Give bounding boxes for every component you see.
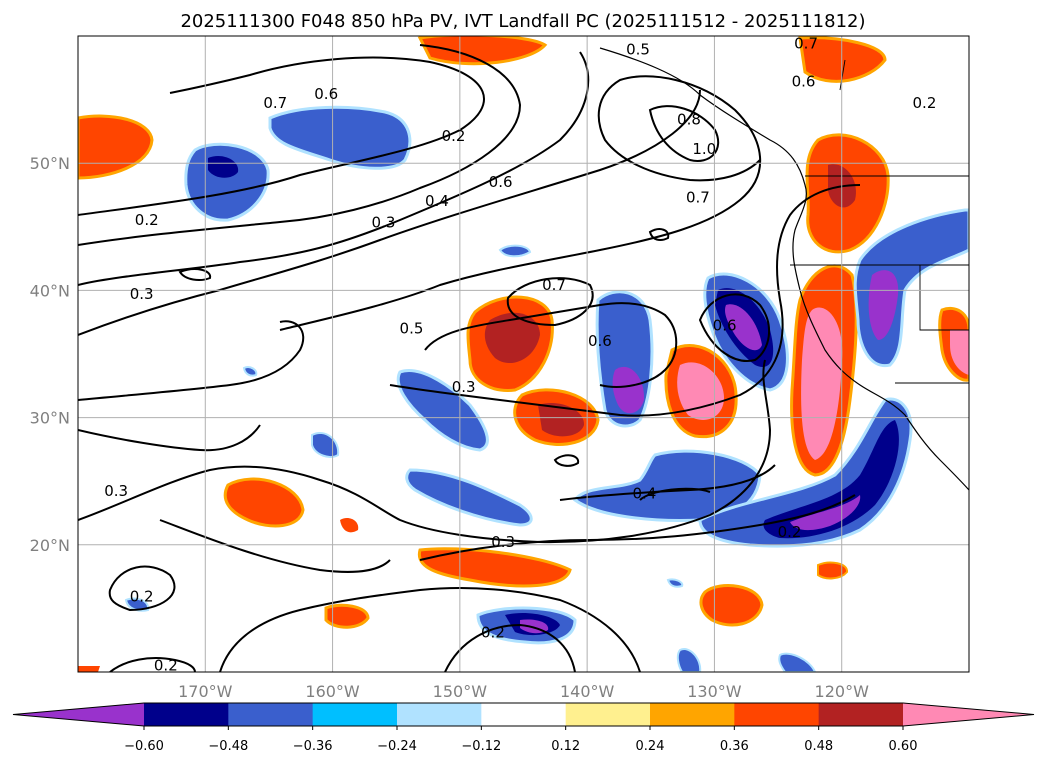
contour-label: 0.6 — [489, 173, 513, 191]
contour-label: 0.7 — [542, 276, 566, 294]
contour-label: 0.2 — [778, 523, 802, 541]
figure-title: 2025111300 F048 850 hPa PV, IVT Landfall… — [180, 11, 865, 32]
longitude-tick-label: 170°W — [178, 682, 233, 701]
contour-label: 0.8 — [677, 111, 701, 129]
latitude-tick-label: 30°N — [30, 409, 70, 428]
contour-label: 0.3 — [372, 214, 396, 232]
colorbar-bin — [650, 703, 735, 726]
colorbar-bin — [734, 703, 820, 726]
contour-label: 0.3 — [452, 378, 476, 396]
contour-label: 0.2 — [135, 211, 159, 229]
colorbar-tick-label: 0.12 — [551, 739, 580, 754]
map-frame — [77, 35, 970, 673]
pv-positive-regions — [78, 36, 969, 672]
longitude-tick-labels: 170°W 160°W 150°W 140°W 130°W 120°W — [178, 682, 869, 701]
contour-label: 0.3 — [130, 285, 154, 303]
colorbar-bin — [481, 703, 567, 726]
pv-negative-regions — [124, 105, 969, 672]
colorbar-bin — [312, 703, 398, 726]
contour-label: 0.6 — [314, 85, 338, 103]
colorbar-bin — [228, 703, 314, 726]
contour-label: 1.0 — [692, 140, 716, 158]
colorbar-tick-label: −0.24 — [377, 739, 417, 754]
colorbar-bin — [144, 703, 229, 726]
pv-shading-layer — [78, 36, 969, 672]
colorbar-tick-label: 0.60 — [889, 739, 918, 754]
colorbar-bin — [565, 703, 651, 726]
contour-label: 0.2 — [913, 94, 937, 112]
contour-label: 0.7 — [794, 34, 818, 52]
contour-label: 0.3 — [104, 482, 128, 500]
colorbar-bin — [397, 703, 482, 726]
graticule — [78, 36, 969, 672]
colorbar: −0.60 −0.48 −0.36 −0.24 −0.12 0.12 0.24 0.36 0.4… — [12, 702, 1035, 754]
contour-label: 0.2 — [442, 127, 466, 145]
contour-label: 0.2 — [154, 656, 178, 674]
latitude-tick-label: 50°N — [30, 154, 70, 173]
colorbar-tick-label: 0.48 — [804, 739, 833, 754]
contour-label: 0.6 — [792, 73, 816, 91]
colorbar-extend-max — [903, 703, 1034, 726]
colorbar-bin — [818, 703, 904, 726]
latitude-tick-label: 20°N — [30, 536, 70, 555]
longitude-tick-label: 120°W — [815, 682, 870, 701]
contour-label: 0.6 — [713, 317, 737, 335]
longitude-tick-label: 150°W — [433, 682, 488, 701]
colorbar-extend-min — [13, 703, 144, 726]
contour-label: 0.7 — [263, 94, 287, 112]
contour-label-layer: 0.5 0.7 0.6 0.2 0.7 0.6 0.8 1.0 0.2 0.2 0.3 0.4 0.6 0… — [104, 34, 937, 674]
contour-label: 0.6 — [588, 332, 612, 350]
border-line — [790, 59, 969, 384]
contour-label: 0.7 — [686, 188, 710, 206]
contour-label: 0.5 — [400, 319, 424, 337]
contour-label: 0.4 — [632, 485, 656, 503]
contour-label: 0.5 — [626, 41, 650, 59]
longitude-tick-label: 160°W — [305, 682, 360, 701]
colorbar-tick-label: 0.36 — [720, 739, 749, 754]
colorbar-tick-label: −0.36 — [293, 739, 333, 754]
contour-label: 0.2 — [481, 623, 505, 641]
colorbar-tick-label: −0.60 — [124, 739, 164, 754]
latitude-tick-labels: 20°N 30°N 40°N 50°N — [30, 154, 70, 555]
colorbar-tick-label: −0.48 — [208, 739, 248, 754]
longitude-tick-label: 130°W — [687, 682, 742, 701]
latitude-tick-label: 40°N — [30, 281, 70, 300]
pv-contour-lines — [78, 44, 861, 672]
coastline — [599, 47, 969, 491]
contour-label: 0.3 — [491, 533, 515, 551]
map-area: 0.5 0.7 0.6 0.2 0.7 0.6 0.8 1.0 0.2 0.2 0.3 0.4 0.6 0… — [78, 34, 969, 674]
colorbar-tick-label: −0.12 — [461, 739, 501, 754]
colorbar-tick-label: 0.24 — [636, 739, 665, 754]
contour-label: 0.4 — [425, 192, 449, 210]
contour-label: 0.2 — [130, 588, 154, 606]
longitude-tick-label: 140°W — [560, 682, 615, 701]
